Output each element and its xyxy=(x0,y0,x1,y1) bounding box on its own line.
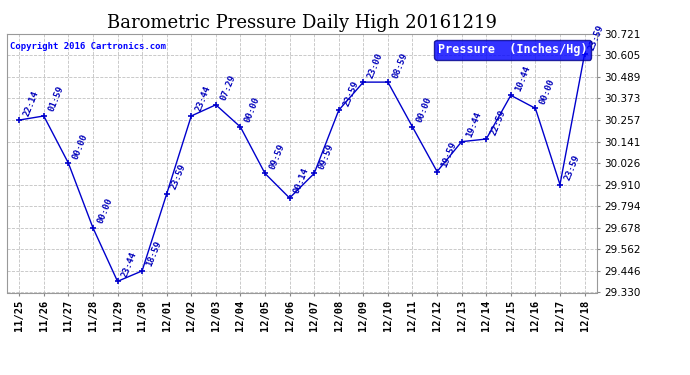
Text: 22:14: 22:14 xyxy=(22,89,41,117)
Title: Barometric Pressure Daily High 20161219: Barometric Pressure Daily High 20161219 xyxy=(107,14,497,32)
Text: 23:00: 23:00 xyxy=(366,51,384,80)
Text: 00:00: 00:00 xyxy=(71,132,90,160)
Text: 07:29: 07:29 xyxy=(219,74,237,102)
Text: 18:59: 18:59 xyxy=(145,240,164,268)
Text: 00:00: 00:00 xyxy=(415,96,434,124)
Text: 09:59: 09:59 xyxy=(317,142,335,171)
Text: 08:59: 08:59 xyxy=(391,51,409,80)
Text: 00:00: 00:00 xyxy=(538,77,557,106)
Text: 10:44: 10:44 xyxy=(513,64,532,93)
Text: 23:59: 23:59 xyxy=(587,23,606,51)
Text: 00:00: 00:00 xyxy=(243,96,262,124)
Legend: Pressure  (Inches/Hg): Pressure (Inches/Hg) xyxy=(434,40,591,60)
Text: 23:59: 23:59 xyxy=(563,153,581,182)
Text: 22:59: 22:59 xyxy=(489,108,507,136)
Text: 09:59: 09:59 xyxy=(268,142,286,171)
Text: 00:14: 00:14 xyxy=(293,167,310,195)
Text: 23:44: 23:44 xyxy=(120,250,139,279)
Text: 01:59: 01:59 xyxy=(46,85,65,113)
Text: 19:44: 19:44 xyxy=(464,111,483,139)
Text: 19:59: 19:59 xyxy=(440,141,458,169)
Text: 23:59: 23:59 xyxy=(170,163,188,191)
Text: Copyright 2016 Cartronics.com: Copyright 2016 Cartronics.com xyxy=(10,42,166,51)
Text: 00:00: 00:00 xyxy=(96,197,114,225)
Text: 23:44: 23:44 xyxy=(194,85,213,113)
Text: 23:59: 23:59 xyxy=(342,79,360,107)
